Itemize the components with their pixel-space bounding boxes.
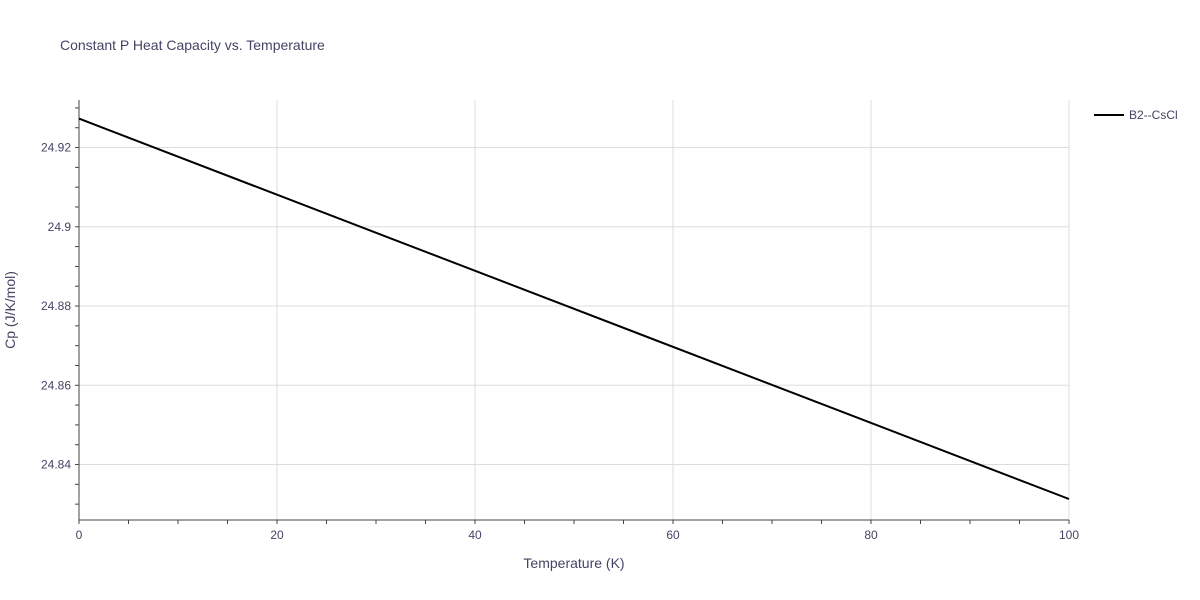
x-axis-ticks: 0 20 40 60 80 100 — [76, 520, 1079, 542]
legend-label-b2-cscl: B2--CsCl — [1129, 108, 1178, 122]
y-tick-label: 24.9 — [48, 220, 72, 234]
x-tick-label: 60 — [666, 528, 680, 542]
chart-title: Constant P Heat Capacity vs. Temperature — [60, 37, 325, 53]
series-layer — [78, 117, 1070, 500]
x-tick-label: 40 — [468, 528, 482, 542]
x-gridlines — [276, 100, 1070, 520]
x-axis-title: Temperature (K) — [523, 555, 624, 571]
x-tick-label: 80 — [864, 528, 878, 542]
y-axis-ticks: 24.84 24.86 24.88 24.9 24.92 — [41, 107, 79, 505]
x-tick-label: 100 — [1059, 528, 1079, 542]
y-tick-label: 24.84 — [41, 458, 71, 472]
legend[interactable]: B2--CsCl — [1094, 108, 1178, 122]
y-axis-title: Cp (J/K/mol) — [2, 271, 18, 349]
x-tick-label: 0 — [76, 528, 83, 542]
y-gridlines — [79, 147, 1069, 466]
y-tick-label: 24.92 — [41, 141, 71, 155]
y-tick-label: 24.86 — [41, 378, 71, 392]
series-line-b2-cscl[interactable] — [78, 117, 1070, 500]
y-tick-label: 24.88 — [41, 299, 71, 313]
x-tick-label: 20 — [270, 528, 284, 542]
